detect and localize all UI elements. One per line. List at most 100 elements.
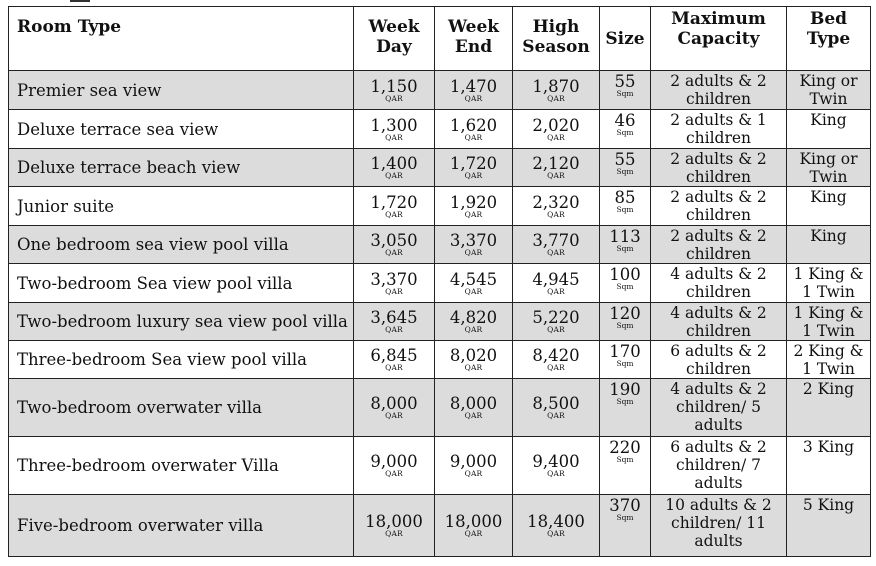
week-end-price-cell: 4,820 QAR	[434, 302, 513, 341]
currency-label: QAR	[464, 469, 483, 478]
capacity-line: 2 adults & 2	[670, 227, 767, 245]
table-row: One bedroom sea view pool villa 3,050 QAR 3…	[8, 225, 871, 264]
bed-type-cell: 1 King & 1 Twin	[786, 263, 871, 303]
high-season-price-cell: 8,500 QAR	[512, 378, 600, 437]
header-week-day-line1: Week	[368, 17, 420, 37]
bed-type-cell: 2 King	[786, 378, 871, 437]
high-season-price-cell: 1,870 QAR	[512, 70, 600, 110]
price-value: 1,400	[370, 154, 418, 173]
max-capacity-cell: 2 adults & 2 children	[650, 148, 787, 187]
currency-label: QAR	[547, 132, 565, 142]
bed-type-line: 3 King	[802, 438, 855, 456]
price-value: 3,370	[370, 269, 418, 289]
size-value: 55	[614, 72, 636, 91]
currency-label: QAR	[464, 209, 483, 219]
price-value: 8,000	[449, 394, 498, 413]
bed-type-line: King or	[799, 72, 858, 90]
room-rates-table: Room Type Week Day Week End High Season …	[8, 6, 871, 557]
max-capacity-cell: 4 adults & 2 children	[650, 263, 787, 303]
bed-type-cell: 2 King & 1 Twin	[786, 340, 871, 379]
price-value: 18,000	[365, 512, 423, 531]
currency-label: QAR	[385, 286, 403, 296]
capacity-line: children	[685, 322, 752, 340]
capacity-line: children/ 5	[675, 398, 762, 416]
size-cell: 85 Sqm	[599, 186, 651, 226]
bed-type-line: 1 King &	[793, 304, 864, 322]
price-value: 3,370	[449, 231, 498, 250]
room-type-cell: Two-bedroom overwater villa	[8, 378, 354, 437]
room-type-cell: Deluxe terrace beach view	[8, 148, 354, 187]
high-season-price-cell: 2,320 QAR	[512, 186, 600, 226]
header-high-season: High Season	[512, 6, 600, 71]
size-unit-label: Sqm	[616, 359, 634, 368]
price-value: 4,945	[532, 269, 580, 289]
currency-label: QAR	[464, 325, 483, 334]
week-end-price-cell: 1,920 QAR	[434, 186, 513, 226]
currency-label: QAR	[464, 286, 483, 296]
currency-label: QAR	[464, 93, 483, 103]
week-day-price-cell: 1,150 QAR	[353, 70, 435, 110]
price-value: 2,320	[532, 192, 580, 212]
size-value: 113	[609, 227, 641, 246]
table-row: Deluxe terrace beach view 1,400 QAR 1,720 QA…	[8, 148, 871, 187]
currency-label: QAR	[547, 411, 565, 420]
price-value: 1,720	[370, 192, 418, 212]
price-value: 1,920	[449, 192, 498, 212]
size-cell: 100 Sqm	[599, 263, 651, 303]
size-cell: 120 Sqm	[599, 302, 651, 341]
size-value: 370	[609, 496, 641, 515]
currency-label: QAR	[385, 363, 403, 372]
currency-label: QAR	[464, 248, 483, 257]
size-cell: 55 Sqm	[599, 70, 651, 110]
currency-label: QAR	[547, 363, 565, 372]
size-cell: 170 Sqm	[599, 340, 651, 379]
currency-label: QAR	[385, 132, 403, 142]
high-season-price-cell: 2,120 QAR	[512, 148, 600, 187]
bed-type-cell: 1 King & 1 Twin	[786, 302, 871, 341]
price-value: 1,870	[532, 76, 580, 96]
high-season-price-cell: 8,420 QAR	[512, 340, 600, 379]
header-week-end: Week End	[434, 6, 513, 71]
capacity-line: adults	[694, 474, 743, 492]
capacity-line: children	[685, 360, 752, 378]
currency-label: QAR	[547, 529, 565, 538]
table-row: Deluxe terrace sea view 1,300 QAR 1,620 QAR 2…	[8, 109, 871, 149]
currency-label: QAR	[547, 209, 565, 219]
week-end-price-cell: 3,370 QAR	[434, 225, 513, 264]
price-value: 1,620	[449, 115, 498, 135]
capacity-line: 2 adults & 1	[670, 111, 767, 129]
week-day-price-cell: 6,845 QAR	[353, 340, 435, 379]
capacity-line: 2 adults & 2	[670, 72, 767, 90]
bed-type-cell: King or Twin	[786, 70, 871, 110]
bed-type-line: 1 Twin	[802, 283, 855, 301]
bed-type-line: 1 Twin	[802, 322, 855, 340]
header-bed-type-line2: Type	[806, 29, 851, 49]
header-row: Room Type Week Day Week End High Season …	[8, 6, 871, 71]
max-capacity-cell: 4 adults & 2 children/ 5 adults	[650, 378, 787, 437]
capacity-line: adults	[694, 532, 743, 550]
high-season-price-cell: 9,400 QAR	[512, 436, 600, 495]
currency-label: QAR	[464, 363, 483, 372]
week-day-price-cell: 1,720 QAR	[353, 186, 435, 226]
size-cell: 220 Sqm	[599, 436, 651, 495]
size-cell: 46 Sqm	[599, 109, 651, 149]
price-value: 3,770	[532, 231, 580, 250]
price-value: 1,150	[370, 76, 418, 96]
capacity-line: 4 adults & 2	[670, 304, 767, 322]
header-max-capacity-line1: Maximum	[671, 9, 766, 29]
price-value: 2,020	[532, 115, 580, 135]
week-end-price-cell: 8,020 QAR	[434, 340, 513, 379]
size-value: 120	[609, 304, 641, 323]
table-row: Premier sea view 1,150 QAR 1,470 QAR 1,870 QAR…	[8, 70, 871, 110]
room-type-cell: Premier sea view	[8, 70, 354, 110]
bed-type-line: 1 Twin	[802, 360, 855, 378]
capacity-line: 4 adults & 2	[670, 380, 767, 398]
room-type-cell: Five-bedroom overwater villa	[8, 494, 354, 557]
currency-label: QAR	[547, 93, 565, 103]
bed-type-line: Twin	[809, 90, 848, 108]
size-value: 46	[614, 111, 636, 130]
currency-label: QAR	[464, 529, 483, 538]
week-end-price-cell: 1,720 QAR	[434, 148, 513, 187]
room-type-cell: Two-bedroom Sea view pool villa	[8, 263, 354, 303]
max-capacity-cell: 2 adults & 2 children	[650, 225, 787, 264]
